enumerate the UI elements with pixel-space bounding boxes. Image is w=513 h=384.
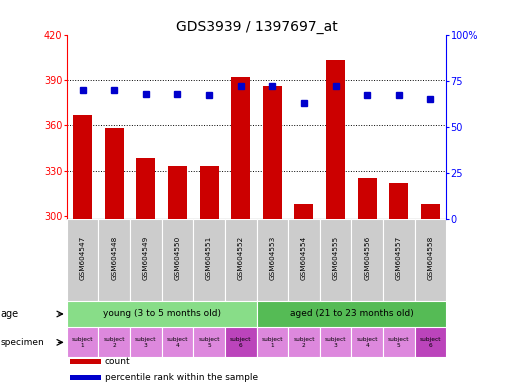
Bar	[130, 328, 162, 357]
Bar	[288, 219, 320, 301]
Bar	[383, 219, 415, 301]
Text: aged (21 to 23 months old): aged (21 to 23 months old)	[289, 310, 413, 318]
Bar	[263, 86, 282, 219]
Text: subject
4: subject 4	[167, 337, 188, 348]
Bar	[294, 204, 313, 219]
Text: GSM604557: GSM604557	[396, 236, 402, 280]
Bar	[105, 128, 124, 219]
Text: age: age	[1, 309, 18, 319]
Bar	[73, 115, 92, 219]
Bar	[98, 328, 130, 357]
Bar	[225, 328, 256, 357]
Text: subject
3: subject 3	[325, 337, 346, 348]
Text: specimen: specimen	[1, 338, 44, 347]
Bar	[231, 77, 250, 219]
Text: GSM604552: GSM604552	[238, 236, 244, 280]
Text: GSM604551: GSM604551	[206, 236, 212, 280]
Bar	[351, 328, 383, 357]
Bar	[351, 219, 383, 301]
Text: GSM604554: GSM604554	[301, 236, 307, 280]
Bar	[70, 359, 101, 364]
Bar	[67, 328, 98, 357]
Text: subject
1: subject 1	[72, 337, 93, 348]
Bar	[70, 376, 101, 380]
Text: subject
6: subject 6	[420, 337, 441, 348]
Text: count: count	[105, 357, 130, 366]
Text: GSM604555: GSM604555	[332, 236, 339, 280]
Text: subject
4: subject 4	[357, 337, 378, 348]
Bar	[168, 166, 187, 219]
Text: GSM604558: GSM604558	[427, 236, 433, 280]
Bar	[358, 178, 377, 219]
Text: GSM604556: GSM604556	[364, 236, 370, 280]
Bar	[200, 166, 219, 219]
Text: GSM604553: GSM604553	[269, 236, 275, 280]
Bar	[320, 219, 351, 301]
Title: GDS3939 / 1397697_at: GDS3939 / 1397697_at	[175, 20, 338, 33]
Bar	[389, 183, 408, 219]
Bar	[130, 219, 162, 301]
Text: subject
6: subject 6	[230, 337, 251, 348]
Text: GSM604549: GSM604549	[143, 236, 149, 280]
Text: young (3 to 5 months old): young (3 to 5 months old)	[103, 310, 221, 318]
Bar	[256, 328, 288, 357]
Text: subject
5: subject 5	[199, 337, 220, 348]
Bar	[193, 328, 225, 357]
Bar	[288, 328, 320, 357]
Bar	[421, 204, 440, 219]
Bar	[193, 219, 225, 301]
Bar	[415, 219, 446, 301]
Text: percentile rank within the sample: percentile rank within the sample	[105, 373, 258, 382]
Text: subject
1: subject 1	[262, 337, 283, 348]
Bar	[415, 328, 446, 357]
Text: GSM604550: GSM604550	[174, 236, 181, 280]
Bar	[326, 60, 345, 219]
Bar	[162, 328, 193, 357]
Text: subject
5: subject 5	[388, 337, 409, 348]
Text: subject
2: subject 2	[104, 337, 125, 348]
Bar	[320, 328, 351, 357]
Text: subject
3: subject 3	[135, 337, 156, 348]
Bar	[256, 219, 288, 301]
Bar	[162, 219, 193, 301]
Bar	[67, 219, 98, 301]
Bar	[256, 301, 446, 328]
Bar	[383, 328, 415, 357]
Text: GSM604548: GSM604548	[111, 236, 117, 280]
Text: GSM604547: GSM604547	[80, 236, 86, 280]
Text: subject
2: subject 2	[293, 337, 314, 348]
Bar	[136, 159, 155, 219]
Bar	[98, 219, 130, 301]
Bar	[225, 219, 256, 301]
Bar	[67, 301, 256, 328]
